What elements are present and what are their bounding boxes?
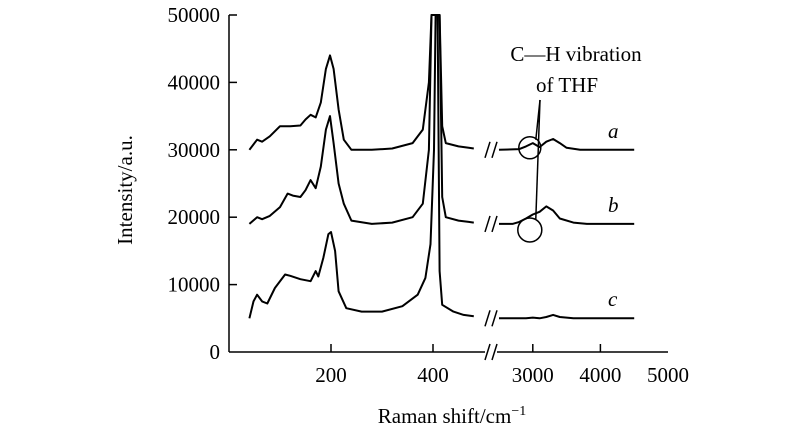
series-line-b-high bbox=[499, 205, 635, 225]
series-line-c-high bbox=[499, 313, 635, 320]
x-axis-label-superscript: −1 bbox=[511, 404, 526, 419]
annotation-group bbox=[517, 99, 543, 243]
series-line-b-low bbox=[248, 14, 474, 225]
annotation-circle-a bbox=[518, 136, 542, 160]
y-tick-label: 0 bbox=[210, 340, 221, 364]
series-line-a-high bbox=[498, 138, 635, 151]
y-tick-label: 10000 bbox=[168, 273, 221, 297]
x-axis-break-mark-1 bbox=[484, 343, 491, 361]
axes bbox=[228, 15, 668, 361]
y-axis-label: Intensity/a.u. bbox=[113, 135, 137, 245]
x-axis-label-main: Raman shift/cm bbox=[378, 404, 512, 428]
y-tick-label: 40000 bbox=[168, 70, 221, 94]
series-break-mark bbox=[484, 141, 491, 159]
series-break-mark bbox=[491, 310, 498, 327]
x-axis-label: Raman shift/cm−1 bbox=[378, 404, 526, 428]
x-tick-label: 3000 bbox=[512, 363, 554, 387]
y-tick-label: 20000 bbox=[168, 205, 221, 229]
series-break-mark bbox=[484, 310, 491, 327]
x-axis-break-mark-2 bbox=[491, 343, 498, 361]
y-tick-label: 50000 bbox=[168, 3, 221, 27]
annotation-pointer-b bbox=[535, 99, 541, 219]
series-label-c: c bbox=[608, 287, 618, 311]
series-break-mark bbox=[491, 141, 498, 159]
series-label-a: a bbox=[608, 119, 619, 143]
series-break-mark bbox=[491, 215, 498, 233]
x-tick-label: 5000 bbox=[647, 363, 689, 387]
series-break-mark bbox=[484, 215, 491, 233]
x-tick-label: 400 bbox=[417, 363, 449, 387]
ticks: 0 10000 20000 30000 40000 50000 200 400 3000 4000… bbox=[168, 3, 690, 387]
annotation-line-2: of THF bbox=[536, 73, 598, 97]
annotation-line-1: C—H vibration bbox=[510, 42, 642, 66]
x-tick-label: 200 bbox=[315, 363, 347, 387]
series-line-c-low bbox=[248, 14, 474, 319]
x-tick-label: 4000 bbox=[579, 363, 621, 387]
annotation-circle-b bbox=[517, 217, 543, 243]
y-tick-label: 30000 bbox=[168, 138, 221, 162]
series-group: a b c bbox=[248, 14, 635, 327]
series-label-b: b bbox=[608, 193, 619, 217]
